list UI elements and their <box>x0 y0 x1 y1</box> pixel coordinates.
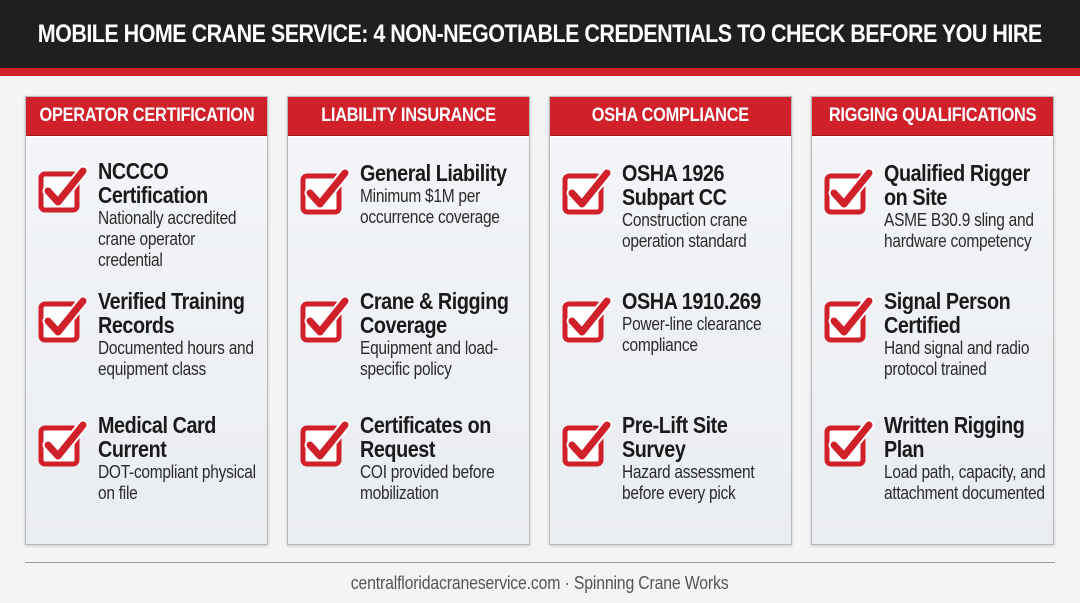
checkbox-checked-icon <box>562 167 613 217</box>
credential-item: Pre-Lift Site Survey Hazard assessment b… <box>562 413 785 504</box>
column-header: LIABILITY INSURANCE <box>288 97 529 136</box>
checkbox-checked-icon <box>38 295 89 345</box>
credential-item: Verified Training Records Documented hou… <box>38 289 261 380</box>
column-osha-compliance: OSHA COMPLIANCE OSHA 1926 Subpart CC Con… <box>549 96 792 545</box>
checkbox-checked-icon <box>824 295 875 345</box>
credential-description: DOT-compliant physical on file <box>98 462 256 503</box>
credential-item: General Liability Minimum $1M per occurr… <box>300 161 523 228</box>
credential-item: Qualified Rigger on Site ASME B30.9 slin… <box>824 161 1047 252</box>
credential-title: OSHA 1926 Subpart CC <box>622 160 727 210</box>
column-header: OPERATOR CERTIFICATION <box>26 97 267 136</box>
credential-title: Pre-Lift Site Survey <box>622 412 728 462</box>
credential-title: NCCCO Certification <box>98 158 208 208</box>
credential-title: OSHA 1910.269 <box>622 288 761 314</box>
credential-description: Hazard assessment before every pick <box>622 462 755 503</box>
footer-credit: centralfloridacraneservice.com · Spinnin… <box>0 573 1080 594</box>
checkbox-checked-icon <box>824 167 875 217</box>
column-liability-insurance: LIABILITY INSURANCE General Liability Mi… <box>287 96 530 545</box>
credential-title: Medical Card Current <box>98 412 216 462</box>
column-title: RIGGING QUALIFICATIONS <box>828 105 1037 126</box>
column-title: OPERATOR CERTIFICATION <box>39 105 254 126</box>
credentials-columns: OPERATOR CERTIFICATION NCCCO Certificati… <box>25 96 1056 545</box>
column-body: OSHA 1926 Subpart CC Construction crane … <box>550 137 791 544</box>
checkbox-checked-icon <box>300 295 351 345</box>
column-rigging-qualifications: RIGGING QUALIFICATIONS Qualified Rigger … <box>811 96 1054 545</box>
checkbox-checked-icon <box>824 419 875 469</box>
checkbox-checked-icon <box>38 419 89 469</box>
credential-item: NCCCO Certification Nationally accredite… <box>38 159 261 271</box>
credential-description: Construction crane operation standard <box>622 210 748 251</box>
checkbox-checked-icon <box>300 167 351 217</box>
credential-description: Minimum $1M per occurrence coverage <box>360 186 500 227</box>
page-title: MOBILE HOME CRANE SERVICE: 4 NON-NEGOTIA… <box>38 19 1042 48</box>
credential-title: Written Rigging Plan <box>884 412 1025 462</box>
checkbox-checked-icon <box>300 419 351 469</box>
column-header: OSHA COMPLIANCE <box>550 97 791 136</box>
checkbox-checked-icon <box>562 295 613 345</box>
credential-description: Equipment and load-specific policy <box>360 338 498 379</box>
credential-title: Verified Training Records <box>98 288 245 338</box>
credential-description: Hand signal and radio protocol trained <box>884 338 1030 379</box>
credential-item: OSHA 1926 Subpart CC Construction crane … <box>562 161 785 252</box>
credential-item: Crane & Rigging Coverage Equipment and l… <box>300 289 523 380</box>
header-banner: MOBILE HOME CRANE SERVICE: 4 NON-NEGOTIA… <box>0 0 1080 68</box>
credential-description: ASME B30.9 sling and hardware competency <box>884 210 1034 251</box>
credential-item: Written Rigging Plan Load path, capacity… <box>824 413 1047 504</box>
checkbox-checked-icon <box>38 165 89 215</box>
column-title: OSHA COMPLIANCE <box>591 105 750 126</box>
credential-description: Nationally accredited crane operator cre… <box>98 208 237 270</box>
credential-description: COI provided before mobilization <box>360 462 495 503</box>
footer-divider <box>25 562 1055 563</box>
column-header: RIGGING QUALIFICATIONS <box>812 97 1053 136</box>
checkbox-checked-icon <box>562 419 613 469</box>
credential-item: Medical Card Current DOT-compliant physi… <box>38 413 261 504</box>
column-operator-certification: OPERATOR CERTIFICATION NCCCO Certificati… <box>25 96 268 545</box>
credential-title: Signal Person Certified <box>884 288 1011 338</box>
credential-title: General Liability <box>360 160 507 186</box>
credential-item: Signal Person Certified Hand signal and … <box>824 289 1047 380</box>
column-title: LIABILITY INSURANCE <box>321 105 496 126</box>
credential-title: Qualified Rigger on Site <box>884 160 1030 210</box>
footer-text: centralfloridacraneservice.com · Spinnin… <box>351 573 729 593</box>
credential-item: Certificates on Request COI provided bef… <box>300 413 523 504</box>
credential-title: Crane & Rigging Coverage <box>360 288 509 338</box>
credential-description: Documented hours and equipment class <box>98 338 254 379</box>
column-body: Qualified Rigger on Site ASME B30.9 slin… <box>812 137 1053 544</box>
credential-item: OSHA 1910.269 Power-line clearance compl… <box>562 289 785 356</box>
credential-description: Load path, capacity, and attachment docu… <box>884 462 1046 503</box>
accent-divider <box>0 68 1080 76</box>
column-body: NCCCO Certification Nationally accredite… <box>26 137 267 544</box>
credential-description: Power-line clearance compliance <box>622 314 762 355</box>
credential-title: Certificates on Request <box>360 412 491 462</box>
column-body: General Liability Minimum $1M per occurr… <box>288 137 529 544</box>
